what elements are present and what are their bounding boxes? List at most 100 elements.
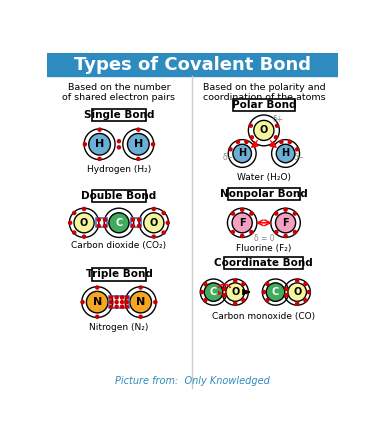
Circle shape [254,121,274,141]
Text: Fluorine (F₂): Fluorine (F₂) [236,243,292,253]
Circle shape [296,148,299,151]
FancyBboxPatch shape [92,268,146,280]
Circle shape [137,158,140,161]
Circle shape [266,283,285,301]
Circle shape [98,158,101,161]
Text: F: F [239,218,246,228]
Circle shape [242,283,245,286]
Text: δ−: δ− [223,153,234,162]
Circle shape [131,218,135,221]
Circle shape [130,291,152,313]
Circle shape [275,212,278,215]
Circle shape [241,235,244,238]
Circle shape [86,291,108,313]
Circle shape [231,212,234,215]
Circle shape [231,231,234,234]
Text: O: O [231,287,239,297]
Circle shape [73,211,76,214]
Text: Based on the number
of shared electron pairs: Based on the number of shared electron p… [63,83,176,102]
Circle shape [204,283,223,301]
Text: Nitrogen (N₂): Nitrogen (N₂) [89,323,148,332]
Text: O: O [260,125,268,135]
Circle shape [293,212,297,215]
Circle shape [138,218,141,221]
Text: Single Bond: Single Bond [84,110,154,120]
Circle shape [96,315,99,318]
Circle shape [83,143,86,146]
Circle shape [250,212,253,215]
Circle shape [223,294,226,297]
Circle shape [69,221,72,224]
FancyBboxPatch shape [224,257,303,269]
Circle shape [296,302,299,305]
Text: Coordinate Bond: Coordinate Bond [214,258,313,268]
Circle shape [120,305,124,308]
Text: δ+: δ+ [272,115,284,124]
Circle shape [115,296,118,299]
Circle shape [128,134,149,155]
Text: C: C [116,218,123,228]
Circle shape [242,299,245,302]
Text: C: C [272,287,279,297]
Circle shape [82,207,86,210]
Circle shape [138,224,141,227]
Circle shape [152,207,155,210]
Circle shape [250,231,253,234]
Circle shape [104,218,106,221]
Text: Water (H₂O): Water (H₂O) [237,173,291,182]
Circle shape [204,299,207,302]
Circle shape [115,300,118,303]
Circle shape [152,143,154,146]
Circle shape [120,296,124,299]
Circle shape [284,235,287,238]
Circle shape [223,287,226,291]
FancyBboxPatch shape [228,188,300,200]
Circle shape [110,300,113,303]
Circle shape [274,136,278,139]
Circle shape [200,291,203,294]
Circle shape [276,144,295,163]
Circle shape [262,291,266,294]
Circle shape [109,213,129,233]
Circle shape [96,286,99,289]
Circle shape [288,140,291,143]
Circle shape [304,283,307,286]
Text: C: C [210,287,217,297]
Circle shape [266,283,269,286]
Circle shape [293,231,297,234]
Circle shape [73,231,76,234]
FancyBboxPatch shape [92,109,146,121]
Text: H: H [282,149,290,158]
Circle shape [110,305,113,308]
Circle shape [115,305,118,308]
Circle shape [288,283,306,301]
Circle shape [284,208,287,211]
Circle shape [280,140,283,143]
Circle shape [131,224,135,227]
Circle shape [285,294,288,297]
Text: Hydrogen (H₂): Hydrogen (H₂) [87,165,151,174]
Bar [130,218,141,227]
Text: Polar Bond: Polar Bond [232,100,296,110]
Text: H: H [238,149,246,158]
Circle shape [144,213,164,233]
Text: Carbon dioxide (CO₂): Carbon dioxide (CO₂) [71,240,166,250]
Text: F: F [282,218,289,228]
FancyBboxPatch shape [233,99,295,111]
Circle shape [162,211,165,214]
Text: Triple Bond: Triple Bond [86,269,152,279]
Circle shape [296,279,299,282]
Circle shape [241,208,244,211]
FancyBboxPatch shape [92,190,146,202]
Circle shape [120,300,124,303]
Bar [96,218,107,227]
Circle shape [236,140,240,143]
Text: H: H [134,139,143,149]
Circle shape [245,291,248,294]
Circle shape [104,224,106,227]
Circle shape [275,231,278,234]
Circle shape [97,218,100,221]
Circle shape [125,305,128,308]
Circle shape [139,286,142,289]
Text: O: O [293,287,302,297]
